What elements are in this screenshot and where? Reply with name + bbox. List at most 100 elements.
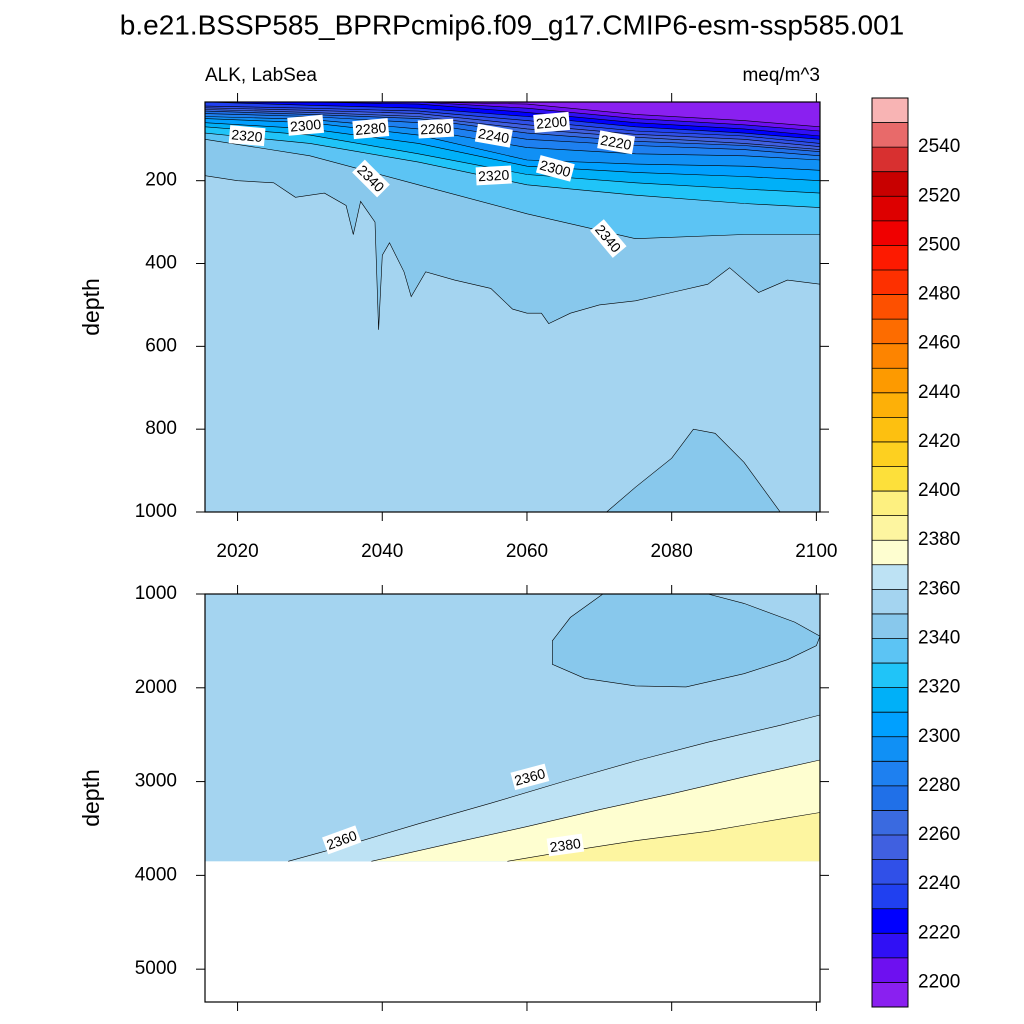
- plot-area: [205, 102, 820, 512]
- colorbar-box: [872, 663, 908, 688]
- contour-line: [205, 126, 820, 194]
- colorbar-box: [872, 908, 908, 934]
- colorbar-box: [872, 368, 908, 393]
- contour-label-bg: [228, 125, 266, 147]
- contour-label: 2300: [289, 116, 322, 135]
- colorbar-frame: [871, 97, 909, 1008]
- x-tick-label: 2020: [216, 541, 258, 562]
- contour-fill: [507, 812, 820, 862]
- colorbar-label: 2520: [918, 185, 960, 206]
- contour-label: 2200: [535, 113, 568, 132]
- contour-label: 2320: [478, 167, 510, 185]
- colorbar-label: 2480: [918, 284, 960, 305]
- plot-frame: [204, 593, 821, 1003]
- contour-line: [205, 102, 820, 132]
- contour-label: 2260: [420, 120, 452, 138]
- colorbar-label: 2540: [918, 136, 960, 157]
- colorbar-box: [872, 564, 908, 590]
- colorbar-label: 2240: [918, 873, 960, 894]
- contour-label: 2280: [354, 119, 387, 138]
- colorbar-box: [872, 171, 908, 197]
- colorbar-label: 2260: [918, 824, 960, 845]
- x-tick-label: 2080: [651, 541, 693, 562]
- colorbar-box: [872, 392, 908, 418]
- colorbar-box: [872, 147, 908, 172]
- subtitle-left: ALK, LabSea: [205, 65, 317, 86]
- contour-line: [371, 759, 820, 862]
- contour-line: [205, 105, 820, 144]
- contour-line: [205, 102, 820, 140]
- contour-label: 2360: [513, 765, 547, 789]
- contour-line: [205, 110, 820, 152]
- contour-fill: [606, 429, 781, 512]
- colorbar-box: [872, 466, 908, 492]
- y-tick-label: 1000: [135, 501, 177, 522]
- subtitle-right: meq/m^3: [742, 65, 820, 86]
- plot-area: [205, 594, 820, 862]
- colorbar-box: [872, 122, 908, 148]
- y-tick-label: 3000: [135, 771, 177, 792]
- contour-line: [205, 175, 820, 330]
- colorbar-label: 2400: [918, 480, 960, 501]
- colorbar-label: 2320: [918, 677, 960, 698]
- contour-label-bg: [535, 155, 575, 182]
- colorbar-box: [872, 933, 908, 958]
- x-tick-label: 2100: [795, 541, 837, 562]
- colorbar-box: [872, 982, 908, 1007]
- contour-label-group: 2320: [228, 125, 266, 147]
- contour-label-group: 2320: [475, 165, 512, 186]
- contour-label-group: 2240: [474, 123, 513, 148]
- colorbar-box: [872, 687, 908, 713]
- contour-line: [205, 102, 820, 137]
- contour-label-bg: [474, 123, 513, 148]
- colorbar-box: [872, 343, 908, 369]
- y-tick-label: 4000: [135, 864, 177, 885]
- contour-label-group: 2260: [417, 118, 455, 139]
- colorbar-box: [872, 417, 908, 442]
- contour-label-group: 2280: [352, 118, 390, 140]
- colorbar-label: 2440: [918, 382, 960, 403]
- contour-label-group: 2360: [510, 763, 550, 791]
- contour-line: [205, 102, 820, 128]
- plot-frame: [204, 101, 821, 513]
- contour-label: 2320: [231, 126, 264, 145]
- colorbar-label: 2420: [918, 431, 960, 452]
- colorbar-box: [872, 613, 908, 639]
- contour-line: [205, 107, 820, 147]
- colorbar-box: [872, 319, 908, 344]
- x-tick-label: 2040: [361, 541, 403, 562]
- contour-fill: [552, 594, 820, 687]
- colorbar-box: [872, 761, 908, 786]
- contour-line: [552, 594, 820, 688]
- y-tick-label: 400: [145, 253, 177, 274]
- colorbar-box: [872, 810, 908, 836]
- colorbar-label: 2300: [918, 726, 960, 747]
- colorbar-box: [872, 269, 908, 295]
- x-tick-label: 2060: [506, 541, 548, 562]
- contour-line: [288, 714, 820, 862]
- colorbar-box: [872, 785, 908, 811]
- colorbar-box: [872, 957, 908, 983]
- contour-label-bg: [590, 219, 627, 258]
- colorbar-box: [872, 441, 908, 467]
- colorbar-box: [872, 294, 908, 320]
- contour-label-group: 2220: [597, 130, 636, 155]
- colorbar-box: [872, 98, 908, 123]
- colorbar-box: [872, 736, 908, 762]
- colorbar-label: 2340: [918, 628, 960, 649]
- contour-label: 2300: [538, 157, 572, 181]
- contour-label-bg: [533, 111, 571, 133]
- y-tick-label: 600: [145, 335, 177, 356]
- colorbar-box: [872, 638, 908, 664]
- y-tick-label: 1000: [135, 583, 177, 604]
- contour-label-group: 2200: [533, 111, 571, 133]
- colorbar-box: [872, 540, 908, 565]
- contour-label-bg: [510, 763, 550, 791]
- y-tick-label: 2000: [135, 677, 177, 698]
- colorbar-box: [872, 196, 908, 221]
- contour-label-bg: [475, 165, 512, 186]
- contour-line: [205, 139, 820, 240]
- colorbar-label: 2380: [918, 529, 960, 550]
- contour-label-bg: [546, 833, 585, 857]
